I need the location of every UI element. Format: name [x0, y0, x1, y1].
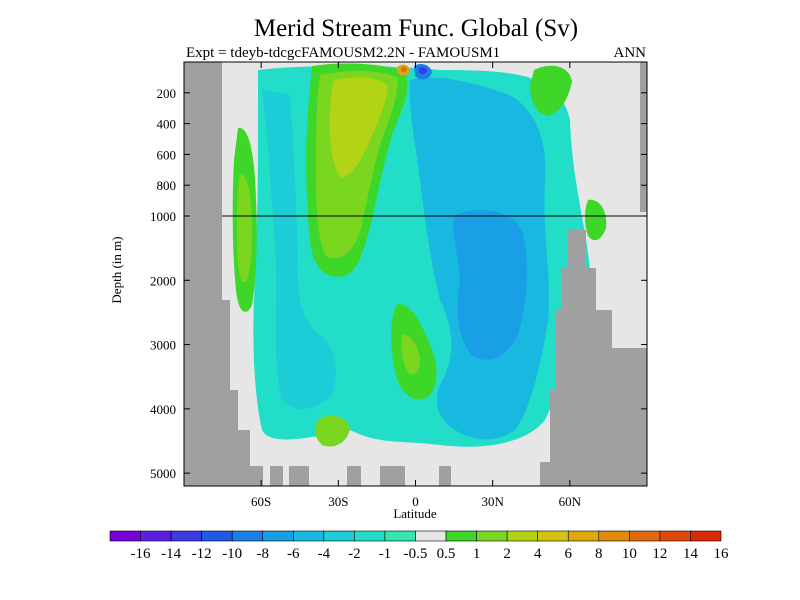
colorbar-label: -1 [379, 546, 392, 562]
colorbar-swatch [262, 530, 294, 542]
colorbar-label: 1 [473, 546, 481, 562]
y-tick-label: 800 [157, 178, 177, 193]
colorbar-swatch [415, 530, 447, 542]
land-arctic [640, 62, 647, 212]
y-axis-ticks: 200 400 600 800 1000 2000 3000 4000 5000 [150, 86, 647, 481]
x-axis-ticks: 60S 30S 0 30N 60N [251, 62, 582, 509]
land-ridge-3 [347, 466, 361, 486]
colorbar-swatch [537, 530, 569, 542]
colorbar-swatch [231, 530, 264, 542]
colorbar-swatch [170, 530, 202, 542]
colorbar-label: -16 [131, 546, 151, 562]
colorbar: -16 -14 -12 -10 -8 -6 -4 -2 -1 -0.5 0.5 1 2 4 6 8 10 12 14… [109, 530, 730, 562]
x-tick-label: 30N [481, 494, 504, 509]
colorbar-swatch [629, 530, 661, 542]
colorbar-label: 12 [652, 546, 667, 562]
contour-positive-3 [330, 77, 388, 178]
contour-negative-6 [419, 67, 427, 75]
colorbar-label: -2 [348, 546, 361, 562]
colorbar-label: -8 [257, 546, 270, 562]
contour-negative-4 [453, 210, 527, 360]
land-ridge-4 [380, 466, 405, 486]
colorbar-label: 4 [534, 546, 542, 562]
x-axis-label: Latitude [393, 506, 437, 521]
colorbar-swatch [567, 530, 600, 542]
colorbar-label: -0.5 [404, 546, 428, 562]
y-tick-label: 4000 [150, 402, 176, 417]
colorbar-label: -4 [318, 546, 331, 562]
x-tick-label: 30S [328, 494, 348, 509]
contour-positive-12 [585, 199, 607, 241]
colorbar-label: 2 [503, 546, 511, 562]
colorbar-swatch [445, 530, 477, 542]
colorbar-swatch [323, 530, 355, 542]
land-ridge-1 [270, 466, 283, 486]
contour-positive-5 [401, 66, 407, 73]
y-tick-label: 600 [157, 147, 177, 162]
land-ridge-5 [439, 466, 451, 486]
contour-positive-11 [530, 65, 572, 116]
land-antarctica [184, 62, 263, 486]
contour-negative-2 [262, 90, 336, 410]
y-tick-label: 1000 [150, 209, 176, 224]
land-mask [184, 62, 647, 486]
colorbar-label: 6 [565, 546, 573, 562]
colorbar-swatch [384, 530, 416, 542]
colorbar-label: -14 [161, 546, 181, 562]
land-north [540, 230, 647, 486]
season-label: ANN [613, 45, 647, 61]
colorbar-label: -10 [222, 546, 242, 562]
contour-positive-9 [401, 334, 420, 375]
y-tick-label: 3000 [150, 338, 176, 353]
land-ridge-2 [289, 466, 309, 486]
colorbar-label: 10 [622, 546, 637, 562]
colorbar-swatch [506, 530, 538, 542]
y-tick-label: 400 [157, 117, 177, 132]
colorbar-swatch [354, 530, 386, 542]
y-tick-label: 5000 [150, 466, 176, 481]
x-tick-label: 60N [559, 494, 582, 509]
colorbar-label: -6 [287, 546, 300, 562]
colorbar-label: 14 [683, 546, 699, 562]
colorbar-swatch [659, 530, 691, 542]
contour-positive-7 [237, 174, 252, 283]
chart-title: Merid Stream Func. Global (Sv) [253, 15, 579, 42]
colorbar-label: 0.5 [437, 546, 456, 562]
x-tick-label: 60S [251, 494, 271, 509]
colorbar-swatch [109, 530, 141, 542]
colorbar-label: -12 [192, 546, 212, 562]
y-tick-label: 2000 [150, 273, 176, 288]
colorbar-swatch [292, 530, 325, 542]
colorbar-label: 16 [714, 546, 730, 562]
contour-positive-10 [315, 415, 350, 447]
colorbar-swatch [201, 530, 233, 542]
colorbar-swatch [140, 530, 172, 542]
x-tick-label: 0 [412, 494, 419, 509]
colorbar-swatch [476, 530, 508, 542]
chart-subtitle: Expt = tdeyb-tdcgcFAMOUSM2.2N - FAMOUSM1 [186, 45, 501, 61]
colorbar-swatch [598, 530, 630, 542]
colorbar-swatch [690, 530, 722, 542]
colorbar-label: 8 [595, 546, 603, 562]
y-tick-label: 200 [157, 86, 177, 101]
contour-fill-layer [232, 63, 607, 447]
